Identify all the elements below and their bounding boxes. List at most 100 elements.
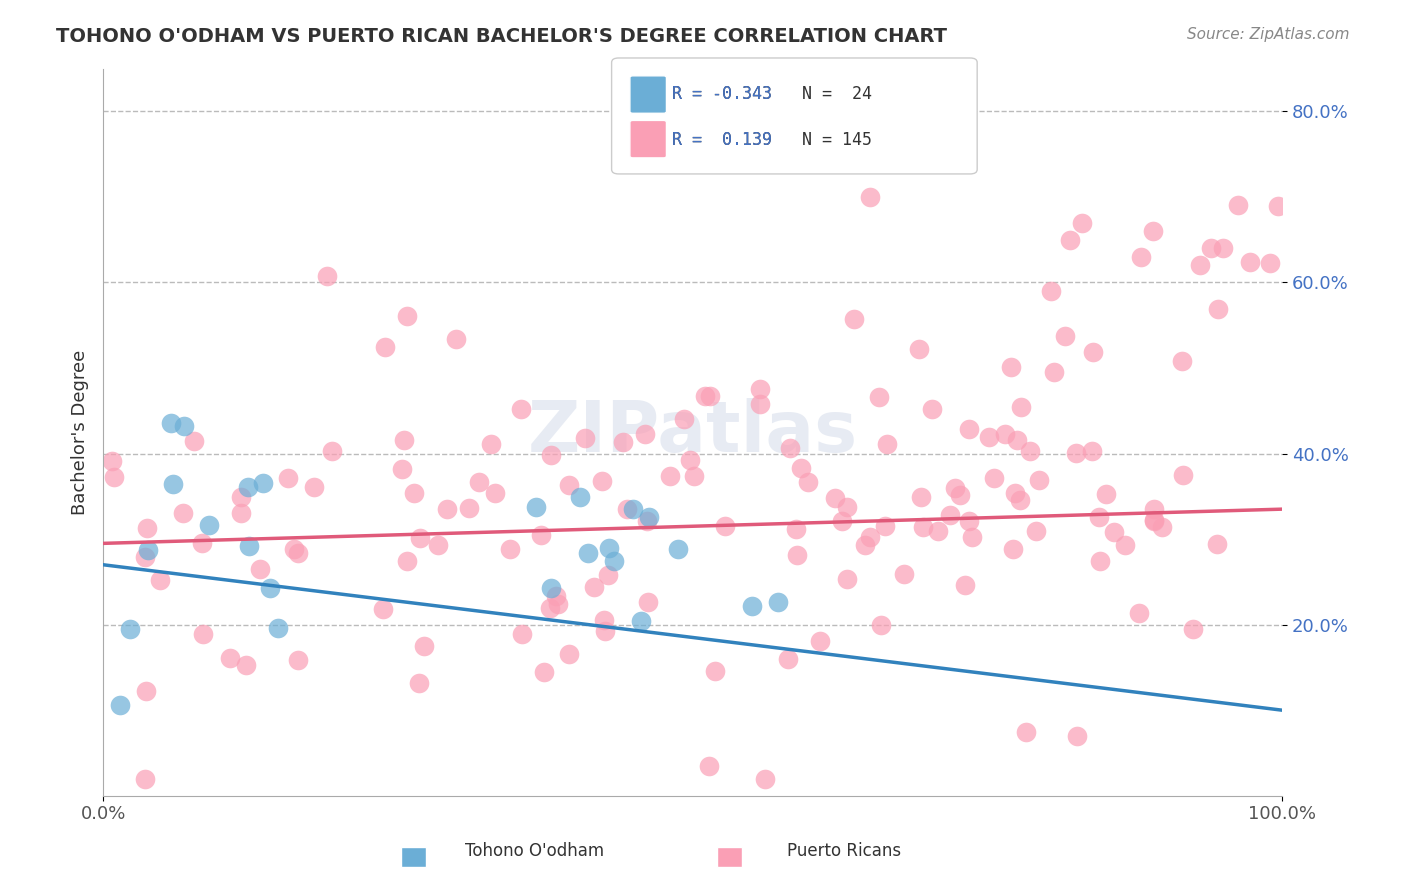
Point bbox=[983, 471, 1005, 485]
Point bbox=[949, 488, 972, 502]
Point bbox=[238, 480, 260, 494]
Point bbox=[373, 602, 395, 616]
Point bbox=[396, 309, 419, 323]
Point bbox=[842, 312, 865, 326]
Point bbox=[134, 772, 156, 786]
Point bbox=[540, 449, 562, 463]
Point bbox=[172, 506, 194, 520]
Point bbox=[396, 554, 419, 568]
Point bbox=[1142, 224, 1164, 238]
Point bbox=[1001, 542, 1024, 557]
Point bbox=[1015, 724, 1038, 739]
Text: Tohono O'odham: Tohono O'odham bbox=[465, 842, 603, 860]
Point bbox=[695, 389, 717, 403]
Point bbox=[1212, 241, 1234, 255]
Point bbox=[754, 772, 776, 786]
Point bbox=[1258, 256, 1281, 270]
Point bbox=[510, 627, 533, 641]
Point bbox=[596, 568, 619, 582]
Point bbox=[785, 522, 807, 536]
Point bbox=[591, 475, 613, 489]
Point bbox=[630, 614, 652, 628]
Point bbox=[621, 502, 644, 516]
Point bbox=[249, 562, 271, 576]
Point bbox=[458, 501, 481, 516]
Point bbox=[287, 653, 309, 667]
Point bbox=[659, 469, 682, 483]
Point bbox=[679, 452, 702, 467]
Point bbox=[197, 517, 219, 532]
Point bbox=[1114, 538, 1136, 552]
Point bbox=[173, 419, 195, 434]
Point bbox=[598, 541, 620, 556]
Point bbox=[533, 665, 555, 679]
Text: R = -0.343   N =  24: R = -0.343 N = 24 bbox=[672, 85, 872, 103]
Point bbox=[267, 621, 290, 635]
Point bbox=[858, 190, 880, 204]
Point bbox=[837, 500, 859, 514]
Point bbox=[510, 401, 533, 416]
Point bbox=[576, 546, 599, 560]
Text: Puerto Ricans: Puerto Ricans bbox=[786, 842, 901, 860]
Point bbox=[592, 614, 614, 628]
Text: R =  0.139: R = 0.139 bbox=[672, 131, 772, 149]
Point bbox=[766, 594, 789, 608]
Point bbox=[1059, 233, 1081, 247]
Point bbox=[149, 573, 172, 587]
Point bbox=[634, 427, 657, 442]
Point bbox=[229, 506, 252, 520]
Point bbox=[1128, 606, 1150, 620]
Point bbox=[135, 521, 157, 535]
Point bbox=[413, 639, 436, 653]
Point bbox=[955, 578, 977, 592]
Point bbox=[977, 430, 1000, 444]
Point bbox=[666, 542, 689, 557]
Point bbox=[287, 546, 309, 560]
Text: ZIPatlas: ZIPatlas bbox=[527, 398, 858, 467]
Point bbox=[1129, 250, 1152, 264]
Point bbox=[191, 536, 214, 550]
Point bbox=[538, 601, 561, 615]
Point bbox=[191, 627, 214, 641]
Point bbox=[703, 664, 725, 678]
Point bbox=[1066, 729, 1088, 743]
Point bbox=[135, 684, 157, 698]
Point bbox=[136, 542, 159, 557]
Point bbox=[1019, 444, 1042, 458]
Point bbox=[1088, 554, 1111, 568]
Point bbox=[1104, 525, 1126, 540]
Point bbox=[1171, 467, 1194, 482]
Point bbox=[960, 530, 983, 544]
Point bbox=[1227, 197, 1250, 211]
Point bbox=[1043, 365, 1066, 379]
Point bbox=[391, 462, 413, 476]
Point bbox=[1054, 328, 1077, 343]
Point bbox=[912, 520, 935, 534]
Point bbox=[277, 471, 299, 485]
Point bbox=[1143, 502, 1166, 516]
Point bbox=[831, 514, 853, 528]
Point bbox=[957, 515, 980, 529]
Point bbox=[790, 460, 813, 475]
Point bbox=[824, 491, 846, 506]
Point bbox=[593, 624, 616, 639]
Point bbox=[484, 485, 506, 500]
Point bbox=[779, 442, 801, 456]
Point bbox=[786, 548, 808, 562]
Point bbox=[1040, 285, 1063, 299]
Point bbox=[569, 491, 592, 505]
Point bbox=[868, 390, 890, 404]
Point bbox=[808, 633, 831, 648]
Point bbox=[1170, 353, 1192, 368]
Point bbox=[468, 475, 491, 490]
Point bbox=[526, 500, 548, 514]
Point bbox=[1005, 433, 1028, 447]
Point bbox=[1088, 509, 1111, 524]
Point bbox=[1267, 199, 1289, 213]
Point bbox=[876, 437, 898, 451]
Point bbox=[749, 382, 772, 396]
Point bbox=[1143, 514, 1166, 528]
Point bbox=[558, 647, 581, 661]
Point bbox=[546, 590, 568, 604]
Point bbox=[1028, 473, 1050, 487]
